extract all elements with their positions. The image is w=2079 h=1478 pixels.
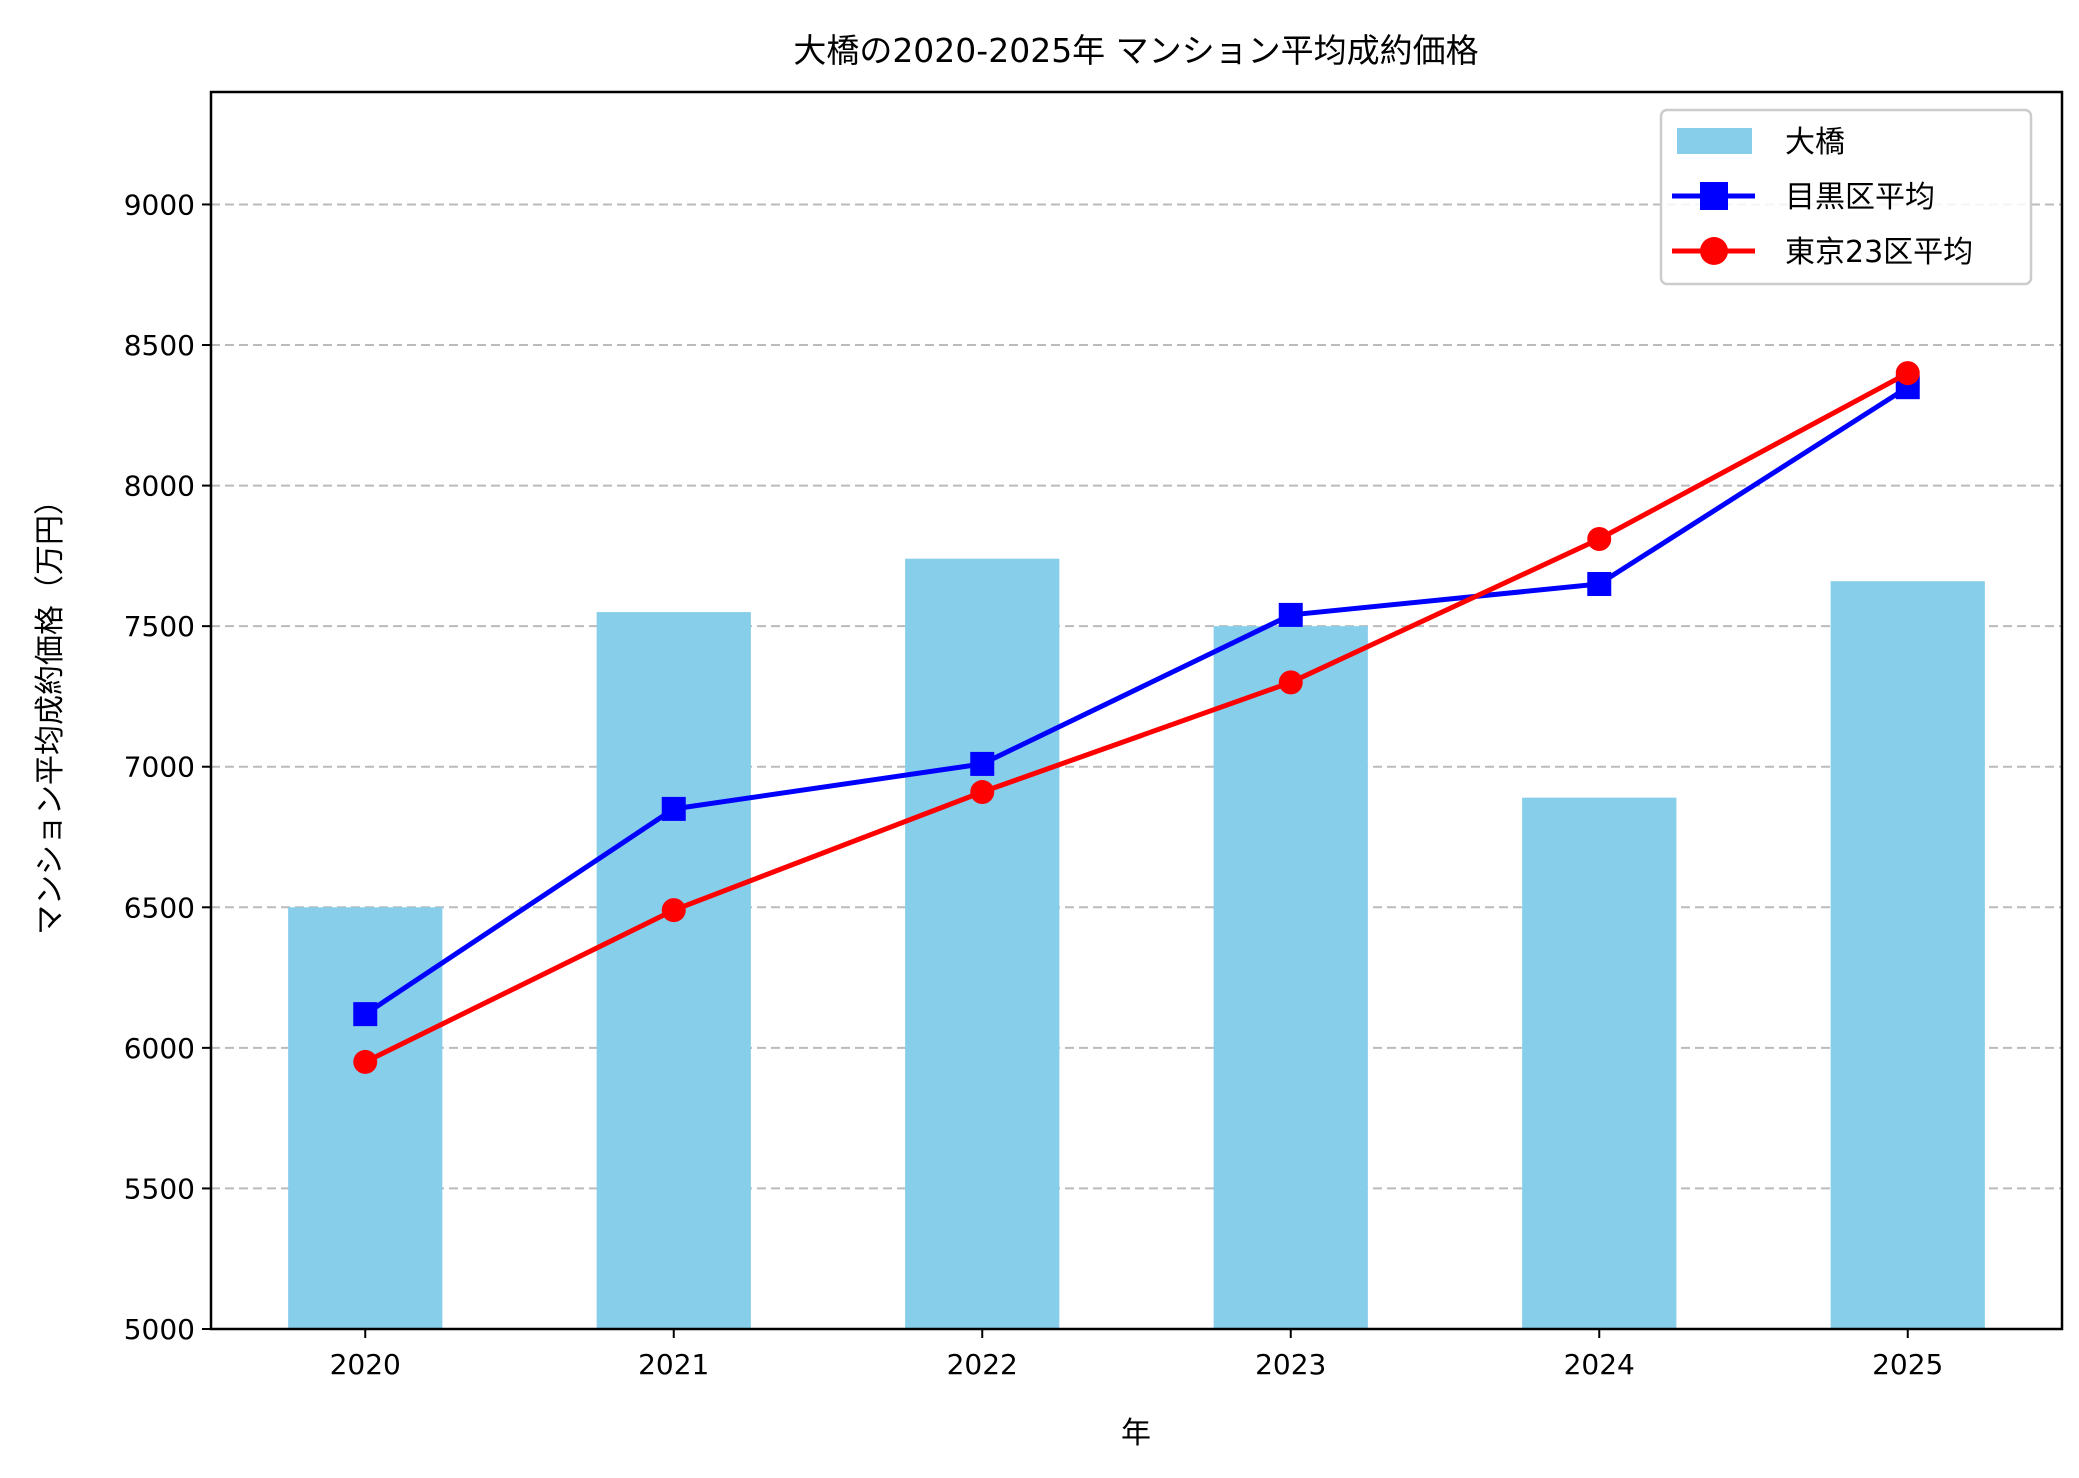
point-marker-2025 xyxy=(1895,361,1920,386)
x-tick-label: 2025 xyxy=(1872,1348,1943,1381)
x-axis: 2020 2021 2022 2023 2024 2025 xyxy=(330,1329,1943,1381)
x-tick-label: 2020 xyxy=(330,1348,401,1381)
point-marker-2024 xyxy=(1587,527,1612,552)
bar-2022 xyxy=(905,558,1060,1329)
bar-2025 xyxy=(1830,581,1985,1329)
point-marker-2022 xyxy=(970,780,995,805)
y-tick-label: 9000 xyxy=(124,188,195,221)
y-tick-label: 8500 xyxy=(124,329,195,362)
point-marker-2023 xyxy=(1278,602,1303,627)
point-marker-2020 xyxy=(353,1049,378,1074)
y-tick-label: 8000 xyxy=(124,470,195,503)
x-tick-label: 2022 xyxy=(947,1348,1018,1381)
bar-2024 xyxy=(1522,797,1677,1329)
y-tick-label: 5000 xyxy=(124,1313,195,1346)
bar-2021 xyxy=(596,612,751,1329)
y-tick-label: 6500 xyxy=(124,891,195,924)
legend-marker xyxy=(1700,182,1728,210)
x-axis-label: 年 xyxy=(1121,1416,1151,1451)
x-tick-label: 2021 xyxy=(638,1348,709,1381)
legend-label: 大橋 xyxy=(1785,125,1845,160)
chart-title: 大橋の2020-2025年 マンション平均成約価格 xyxy=(793,31,1478,70)
point-marker-2024 xyxy=(1587,571,1612,596)
x-tick-label: 2024 xyxy=(1564,1348,1635,1381)
legend-swatch xyxy=(1677,128,1752,154)
point-marker-2023 xyxy=(1278,670,1303,695)
line-series-1 xyxy=(363,385,1910,1017)
bar-2023 xyxy=(1213,626,1368,1329)
y-axis: 5000 5500 6000 6500 7000 7500 8000 8500 9000 xyxy=(124,188,211,1346)
point-marker-2021 xyxy=(661,796,686,821)
legend-box xyxy=(1659,108,2033,286)
point-marker-2021 xyxy=(661,898,686,923)
bars xyxy=(288,558,1985,1329)
x-tick-label: 2023 xyxy=(1255,1348,1326,1381)
point-marker-2020 xyxy=(353,1002,378,1027)
legend-label: 東京23区平均 xyxy=(1785,235,1973,270)
line-series-2 xyxy=(364,370,1909,1065)
gridlines xyxy=(211,203,2062,1190)
y-tick-label: 7500 xyxy=(124,610,195,643)
y-axis-label: マンション平均成約価格（万円） xyxy=(33,485,68,935)
legend-marker xyxy=(1700,237,1728,265)
point-marker-2022 xyxy=(970,751,995,776)
y-tick-label: 6000 xyxy=(124,1032,195,1065)
plot-frame xyxy=(209,90,2064,1331)
y-tick-label: 7000 xyxy=(124,751,195,784)
legend-label: 目黒区平均 xyxy=(1785,180,1935,215)
lines xyxy=(353,361,1920,1074)
bar-2020 xyxy=(288,907,443,1329)
y-tick-label: 5500 xyxy=(124,1172,195,1205)
